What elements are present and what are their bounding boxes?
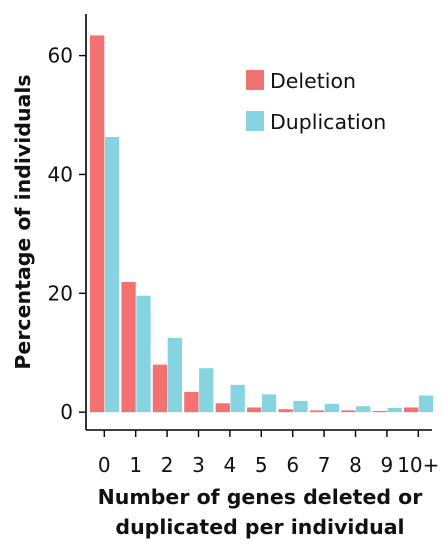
bar-duplication-2: [167, 337, 182, 413]
bar-deletion-1: [121, 282, 136, 413]
x-tick-label-4: 4: [224, 453, 237, 477]
bar-deletion-7: [309, 410, 325, 413]
x-tick-label-9: 9: [381, 453, 394, 477]
bar-deletion-8: [341, 410, 356, 413]
x-axis-title-line-2: duplicated per individual: [115, 515, 404, 539]
bar-duplication-4: [230, 384, 245, 413]
bar-deletion-3: [184, 391, 199, 413]
bar-deletion-10+: [404, 407, 419, 413]
bar-duplication-10+: [418, 395, 434, 413]
bar-deletion-5: [247, 407, 262, 413]
bar-deletion-9: [372, 410, 387, 413]
y-tick-label-60: 60: [48, 44, 73, 68]
y-tick-label-40: 40: [48, 162, 73, 186]
x-tick-label-5: 5: [255, 453, 268, 477]
bar-duplication-8: [356, 406, 371, 413]
bar-duplication-3: [199, 368, 214, 413]
x-tick-label-2: 2: [161, 453, 174, 477]
legend-swatch-duplication: [246, 111, 264, 131]
bar-deletion-0: [90, 35, 105, 413]
bar-duplication-1: [136, 295, 151, 413]
bar-duplication-6: [293, 400, 308, 413]
bar-duplication-0: [104, 137, 120, 413]
bar-deletion-2: [152, 364, 168, 413]
x-tick-label-7: 7: [318, 453, 331, 477]
bar-duplication-7: [324, 403, 339, 413]
x-tick-label-6: 6: [286, 453, 299, 477]
y-tick-label-0: 0: [60, 400, 73, 424]
x-tick-label-3: 3: [192, 453, 205, 477]
legend-swatch-deletion: [246, 70, 264, 90]
bars-group: [90, 35, 434, 413]
x-axis-title-line-1: Number of genes deleted or: [98, 485, 424, 509]
bar-duplication-5: [261, 394, 277, 413]
x-tick-label-0: 0: [98, 453, 111, 477]
bar-deletion-6: [278, 409, 293, 413]
legend: Deletion Duplication: [246, 69, 386, 134]
y-axis-title: Percentage of individuals: [11, 74, 35, 369]
bar-deletion-4: [215, 403, 230, 413]
axis-titles: Percentage of individuals Number of genes…: [11, 74, 423, 539]
bar-duplication-9: [387, 408, 402, 413]
x-tick-label-1: 1: [129, 453, 142, 477]
y-tick-label-20: 20: [48, 281, 73, 305]
legend-label-deletion: Deletion: [270, 69, 356, 93]
x-tick-label-10+: 10+: [397, 453, 439, 477]
x-tick-label-8: 8: [349, 453, 362, 477]
legend-label-duplication: Duplication: [270, 110, 386, 134]
